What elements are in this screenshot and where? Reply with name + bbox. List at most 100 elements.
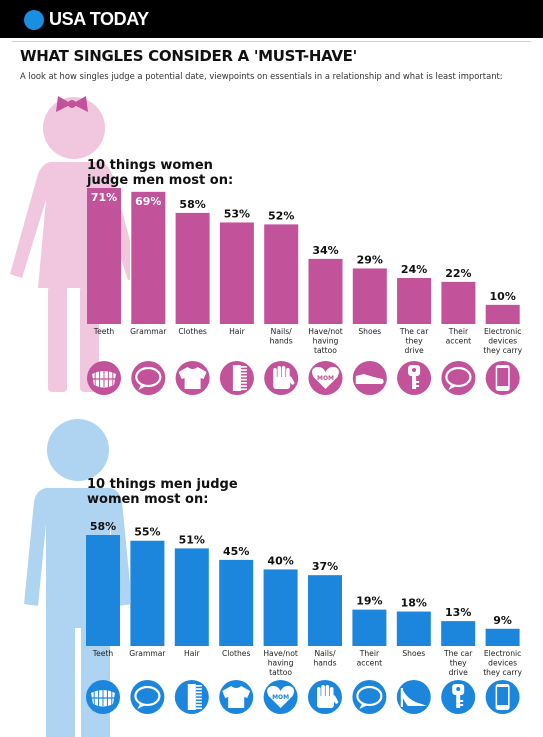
category-label: they carry — [483, 346, 522, 355]
value-label: 53% — [224, 207, 250, 220]
bar-their-accent — [441, 281, 476, 324]
category-label: they — [450, 659, 467, 668]
value-label: 52% — [268, 209, 294, 222]
category-label: Their — [359, 649, 380, 658]
bar-electronic-devices-they-carry — [485, 628, 520, 646]
value-label: 40% — [267, 554, 293, 567]
category-label: drive — [449, 668, 469, 677]
shirt-icon — [175, 361, 210, 395]
page-title: WHAT SINGLES CONSIDER A 'MUST-HAVE' — [20, 47, 357, 65]
value-label: 71% — [91, 191, 117, 204]
category-label: having — [268, 659, 294, 668]
category-label: Clothes — [178, 327, 207, 336]
value-label: 58% — [90, 520, 116, 533]
value-label: 37% — [312, 560, 338, 573]
speech-bubble-icon — [352, 680, 387, 714]
category-label: Shoes — [358, 327, 381, 336]
mom-tattoo-icon: MOM — [263, 680, 298, 714]
shoe-icon — [352, 361, 387, 395]
teeth-icon — [87, 361, 121, 395]
phone-icon — [485, 680, 520, 714]
category-label: Electronic — [484, 649, 521, 658]
bar-have-not-having-tattoo — [308, 258, 343, 324]
shirt-icon — [219, 680, 254, 714]
bar-grammar — [130, 540, 165, 646]
bar-the-car-they-drive — [441, 621, 476, 646]
bar-teeth — [86, 535, 120, 646]
brand-logo-icon — [24, 10, 44, 30]
category-label: hands — [313, 659, 336, 668]
divider — [12, 41, 531, 42]
category-label: tattoo — [314, 346, 337, 355]
bar-clothes — [175, 212, 210, 324]
category-label: tattoo — [269, 668, 292, 677]
category-label: Have/not — [263, 649, 298, 658]
category-label: Teeth — [93, 327, 115, 336]
category-label: they carry — [483, 668, 522, 677]
category-label: Grammar — [130, 327, 167, 336]
bar-their-accent — [352, 609, 387, 646]
brand-name: USA TODAY — [49, 9, 149, 29]
bar-teeth — [87, 188, 121, 324]
category-label: Nails/ — [271, 327, 293, 336]
category-label: Their — [448, 327, 469, 336]
phone-icon — [485, 361, 520, 395]
chart-title-women: 10 things women judge men most on: — [87, 158, 233, 188]
brand-bar: USA TODAY — [0, 0, 543, 38]
value-label: 58% — [179, 198, 205, 211]
value-label: 24% — [401, 263, 427, 276]
bar-have-not-having-tattoo — [263, 569, 298, 646]
page-subtitle: A look at how singles judge a potential … — [20, 71, 503, 81]
bar-shoes — [352, 268, 387, 324]
category-label: accent — [357, 659, 382, 668]
teeth-icon — [86, 680, 120, 714]
chart-title-line: 10 things men judge — [87, 477, 238, 492]
category-label: hands — [270, 337, 293, 346]
hand-icon — [308, 680, 342, 714]
value-label: 45% — [223, 545, 249, 558]
category-label: Electronic — [484, 327, 521, 336]
category-label: Hair — [229, 327, 245, 336]
value-label: 51% — [179, 533, 205, 546]
chart-title-men: 10 things men judge women most on: — [87, 477, 238, 507]
category-label: having — [313, 337, 339, 346]
chart-title-line: women most on: — [87, 492, 209, 507]
speech-bubble-icon — [441, 361, 476, 395]
bar-grammar — [131, 191, 166, 324]
comb-icon — [174, 680, 209, 714]
bar-clothes — [219, 559, 254, 646]
comb-icon — [219, 361, 254, 395]
car-key-icon — [397, 361, 432, 395]
value-label: 22% — [445, 267, 471, 280]
bar-nails-hands — [264, 224, 299, 324]
category-label: Shoes — [402, 649, 425, 658]
value-label: 18% — [401, 597, 427, 610]
svg-text:MOM: MOM — [317, 375, 334, 382]
category-label: accent — [446, 337, 471, 346]
value-label: 19% — [356, 595, 382, 608]
category-label: The car — [399, 327, 429, 336]
category-label: devices — [488, 337, 517, 346]
chart-title-line: 10 things women — [87, 158, 213, 173]
category-label: they — [406, 337, 423, 346]
value-label: 13% — [445, 606, 471, 619]
category-label: Clothes — [222, 649, 251, 658]
bar-shoes — [396, 611, 431, 646]
category-label: The car — [443, 649, 473, 658]
value-label: 10% — [490, 290, 516, 303]
value-label: 55% — [134, 526, 160, 539]
bar-hair — [174, 548, 209, 646]
value-label: 9% — [493, 614, 512, 627]
speech-bubble-icon — [131, 361, 166, 395]
bar-nails-hands — [308, 575, 342, 646]
high-heel-icon — [396, 680, 431, 714]
hand-icon — [264, 361, 299, 395]
category-label: Hair — [184, 649, 200, 658]
bar-the-car-they-drive — [397, 278, 432, 324]
bar-electronic-devices-they-carry — [485, 304, 520, 324]
value-label: 34% — [312, 244, 338, 257]
category-label: devices — [488, 659, 517, 668]
category-label: Have/not — [308, 327, 343, 336]
